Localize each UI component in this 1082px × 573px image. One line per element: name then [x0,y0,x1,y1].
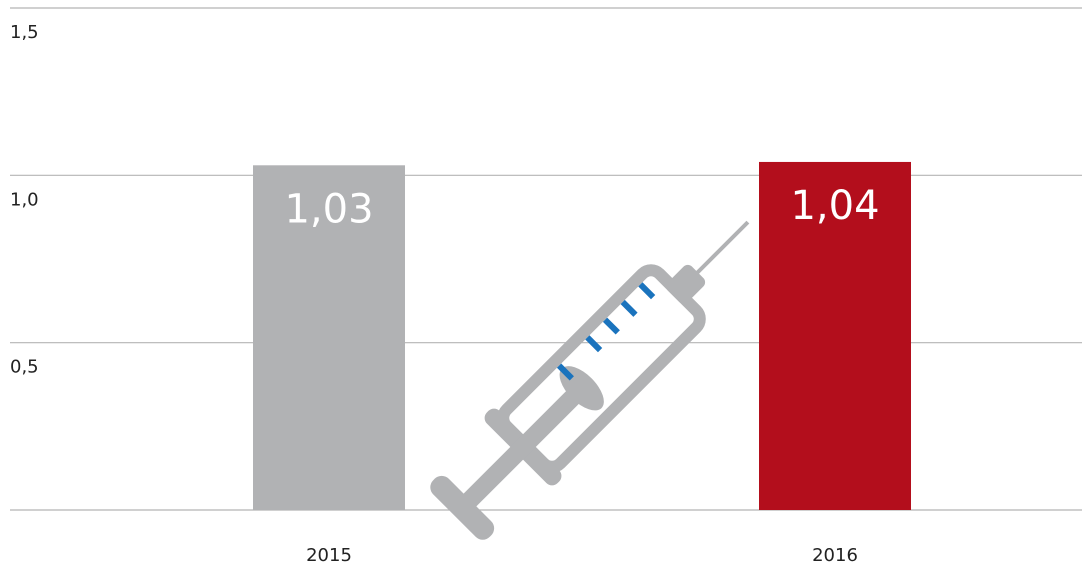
y-tick-label: 1,0 [10,189,39,210]
y-tick-label: 1,5 [10,22,39,43]
bar [253,165,405,510]
y-tick-label: 0,5 [10,357,39,378]
bar [759,161,911,511]
x-tick-label: 2015 [306,545,352,566]
syringe-illustration [430,220,750,540]
value-label: 1,03 [284,186,373,232]
x-tick-label: 2016 [812,545,858,566]
value-label: 1,04 [790,183,879,229]
